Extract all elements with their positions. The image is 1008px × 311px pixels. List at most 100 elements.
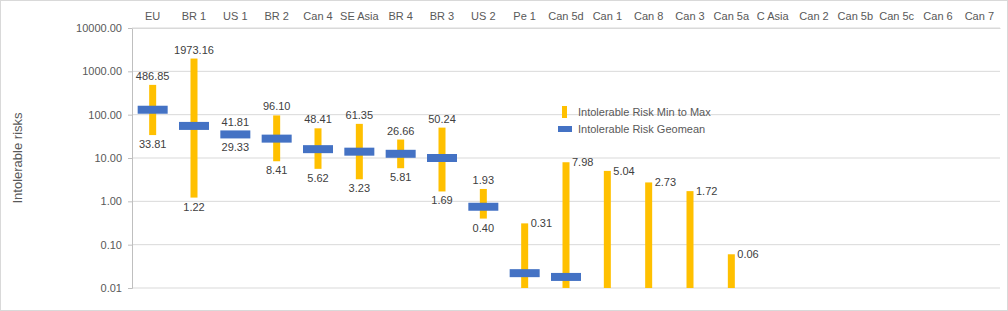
min-label: 0.40 (473, 222, 494, 234)
x-tick-label: BR 4 (388, 10, 412, 22)
x-tick: Can 5b (838, 10, 873, 28)
x-tick-label: Can 1 (593, 10, 622, 22)
x-tick: Can 8 (634, 10, 663, 28)
range-bar (728, 254, 735, 288)
max-label: 7.98 (572, 156, 593, 168)
x-axis-line (133, 28, 1001, 29)
max-label: 41.81 (222, 116, 250, 128)
x-tick-label: Can 5b (838, 10, 873, 22)
max-label: 1.93 (473, 174, 494, 186)
x-tick: BR 1 (182, 10, 206, 28)
x-tick: BR 4 (388, 10, 412, 28)
min-label: 5.81 (390, 171, 411, 183)
max-label: 1.72 (696, 185, 717, 197)
y-tick-mark (128, 288, 132, 289)
max-label: 0.06 (737, 248, 758, 260)
grid-line (132, 71, 1000, 72)
geomean-marker (220, 130, 250, 138)
x-tick-label: Can 4 (303, 10, 332, 22)
x-tick: Can 3 (675, 10, 704, 28)
x-tick: Can 7 (965, 10, 994, 28)
geomean-marker (179, 122, 209, 130)
x-tick-label: BR 3 (430, 10, 454, 22)
min-label: 5.62 (307, 172, 328, 184)
chart-border (1, 1, 1008, 311)
x-tick: Can 4 (303, 10, 332, 28)
x-tick-label: BR 2 (264, 10, 288, 22)
range-bar (521, 223, 528, 288)
x-tick: BR 2 (264, 10, 288, 28)
legend: Intolerable Risk Min to MaxIntolerable R… (558, 106, 711, 135)
x-tick-label: C Asia (757, 10, 790, 22)
max-label: 26.66 (387, 125, 415, 137)
y-axis-line (128, 29, 133, 289)
x-tick-label: BR 1 (182, 10, 206, 22)
y-axis: 0.010.101.0010.00100.001000.0010000.00 (76, 22, 132, 294)
geomean-marker (510, 269, 540, 277)
y-tick: 10.00 (94, 152, 132, 164)
max-label: 0.31 (531, 217, 552, 229)
geomean-marker (386, 150, 416, 158)
min-label: 1.69 (431, 194, 452, 206)
y-tick-mark (128, 28, 132, 29)
chart-root: 0.010.101.0010.00100.001000.0010000.00EU… (0, 0, 1008, 311)
x-tick-label: Can 5c (879, 10, 914, 22)
range-bar (604, 171, 611, 288)
min-label: 8.41 (266, 164, 287, 176)
x-tick-label: SE Asia (340, 10, 379, 22)
y-tick-label: 10000.00 (76, 22, 122, 34)
geomean-marker (468, 203, 498, 211)
x-tick: Can 5c (879, 10, 914, 28)
max-label: 61.35 (346, 109, 374, 121)
range-bar (645, 182, 652, 288)
y-tick: 0.10 (101, 239, 132, 251)
max-label: 50.24 (428, 113, 456, 125)
legend-swatch (562, 106, 567, 118)
y-tick: 1000.00 (82, 65, 132, 77)
geomean-marker (427, 154, 457, 162)
min-label: 33.81 (139, 138, 167, 150)
max-label: 1973.16 (174, 44, 214, 56)
x-tick: Can 5d (548, 10, 583, 28)
x-axis: EU BR 1 US 1 BR 2 Can 4 SE Asia BR 4 BR 3 US 2 Pe… (133, 10, 1001, 29)
x-tick-label: Can 5a (714, 10, 750, 22)
y-tick-label: 1000.00 (82, 65, 122, 77)
y-tick-label: 100.00 (88, 109, 122, 121)
x-tick-label: Pe 1 (513, 10, 536, 22)
y-tick-mark (128, 201, 132, 202)
grid-line (132, 28, 1000, 29)
x-tick-label: Can 7 (965, 10, 994, 22)
x-tick: Pe 1 (513, 10, 536, 28)
max-label: 2.73 (655, 176, 676, 188)
marks (138, 59, 735, 288)
x-tick-label: Can 5d (548, 10, 583, 22)
x-tick: Can 1 (593, 10, 622, 28)
min-label: 3.23 (349, 182, 370, 194)
x-tick-label: US 2 (471, 10, 495, 22)
geomean-marker (551, 273, 581, 281)
legend-label: Intolerable Risk Geomean (578, 123, 705, 135)
x-tick-label: US 1 (223, 10, 247, 22)
x-tick: Can 6 (923, 10, 952, 28)
y-tick-mark (128, 245, 132, 246)
x-tick-label: Can 2 (799, 10, 828, 22)
y-axis-title: Intolerable risks (10, 112, 25, 204)
x-tick-label: Can 8 (634, 10, 663, 22)
y-tick: 100.00 (88, 109, 132, 121)
y-tick-label: 10.00 (94, 152, 122, 164)
y-tick-mark (128, 158, 132, 159)
y-tick: 10000.00 (76, 22, 132, 34)
range-bar (687, 191, 694, 288)
geomean-marker (138, 106, 168, 114)
x-tick: Can 2 (799, 10, 828, 28)
x-tick: C Asia (757, 10, 790, 28)
y-tick-label: 0.10 (101, 239, 122, 251)
x-tick: Can 5a (714, 10, 750, 28)
geomean-marker (262, 135, 292, 143)
x-tick: SE Asia (340, 10, 379, 28)
x-tick-label: EU (145, 10, 160, 22)
min-label: 1.22 (183, 201, 204, 213)
y-tick-mark (128, 71, 132, 72)
min-label: 29.33 (222, 141, 250, 153)
grid-line (132, 158, 1000, 159)
